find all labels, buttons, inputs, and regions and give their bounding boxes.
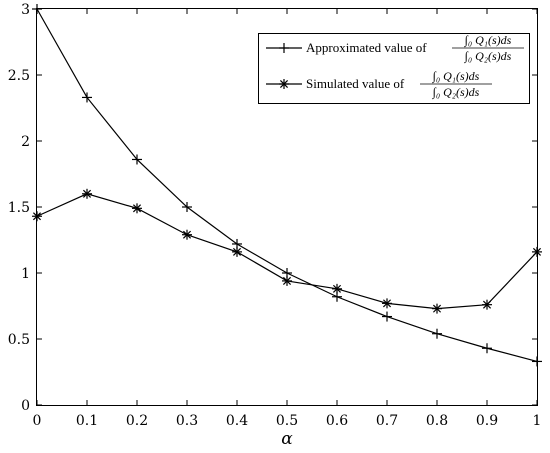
y-tick-label: 2.5: [8, 68, 30, 84]
y-tick-label: 3: [21, 2, 30, 18]
legend-label-simulated: Simulated value of: [306, 76, 405, 91]
data-point: [382, 311, 392, 322]
data-point: [132, 154, 142, 165]
legend: Approximated value of ∫₀ Q₁(s)ds ∫₀ Q₂(s…: [258, 33, 530, 104]
legend-asterisk-marker-icon: [279, 79, 289, 89]
legend-fraction-denominator-simulated: ∫₀ Q₂(s)ds: [432, 85, 480, 99]
data-point: [182, 229, 192, 240]
x-tick-label: 0.2: [126, 413, 148, 429]
y-tick-label: 0.5: [8, 332, 30, 348]
x-tick-label: 0.3: [176, 413, 198, 429]
plot-frame: [36, 8, 538, 406]
x-tick-label: 0.4: [226, 413, 248, 429]
x-tick-label: 0.5: [276, 413, 298, 429]
y-tick-label: 2: [21, 134, 30, 150]
y-tick-label: 1: [21, 266, 30, 282]
data-point: [382, 298, 392, 309]
legend-label-approximated: Approximated value of: [306, 40, 427, 55]
series-simulated: [32, 188, 542, 314]
x-tick-label: 0: [33, 413, 42, 429]
legend-plus-marker-icon: [279, 43, 289, 53]
x-tick-label: 0.9: [476, 413, 498, 429]
legend-fraction-numerator-simulated: ∫₀ Q₁(s)ds: [432, 69, 480, 83]
x-axis-ticks: 0 0.1 0.2 0.3 0.4 0.5 0.6 0.7 0.8 0.9 1: [33, 9, 542, 429]
series-approximated: [32, 4, 542, 367]
data-point: [482, 343, 492, 354]
x-tick-label: 0.7: [376, 413, 398, 429]
x-tick-label: 1: [533, 413, 542, 429]
legend-fraction-denominator-approximated: ∫₀ Q₂(s)ds: [464, 49, 512, 63]
legend-item-approximated: Approximated value of ∫₀ Q₁(s)ds ∫₀ Q₂(s…: [266, 33, 524, 63]
data-point: [432, 303, 442, 314]
data-point: [482, 299, 492, 310]
legend-box: [258, 33, 530, 104]
data-point: [132, 203, 142, 214]
series-line: [36, 193, 538, 310]
data-point: [82, 188, 92, 199]
legend-item-simulated: Simulated value of ∫₀ Q₁(s)ds ∫₀ Q₂(s)ds: [266, 69, 492, 99]
data-point: [82, 92, 92, 103]
data-point: [432, 328, 442, 339]
data-point: [232, 246, 242, 257]
x-axis-label: α: [281, 429, 293, 449]
data-point: [182, 202, 192, 212]
data-point: [282, 275, 292, 286]
x-tick-label: 0.6: [326, 413, 348, 429]
y-tick-label: 1.5: [8, 200, 30, 216]
legend-fraction-numerator-approximated: ∫₀ Q₁(s)ds: [464, 33, 512, 47]
y-tick-label: 0: [21, 398, 30, 414]
x-tick-label: 0.8: [426, 413, 448, 429]
data-point: [332, 283, 342, 294]
x-tick-label: 0.1: [76, 413, 98, 429]
